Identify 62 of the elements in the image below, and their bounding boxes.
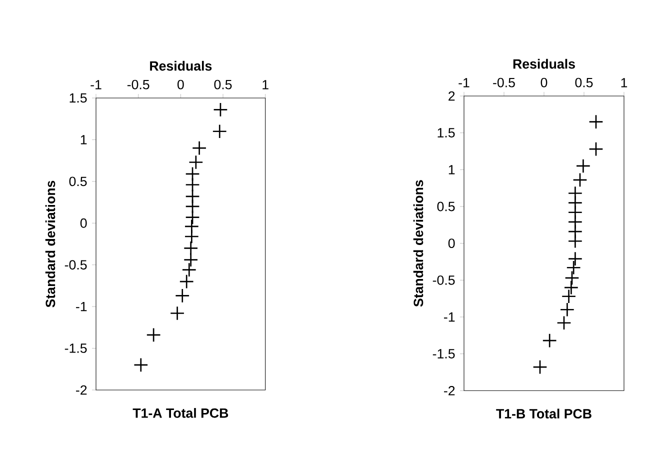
point	[542, 333, 557, 348]
point	[183, 252, 198, 268]
y-tick-label: 0.5	[69, 176, 87, 186]
y-tick-label: 2	[448, 91, 455, 101]
y-tick-label: 0	[448, 238, 455, 248]
x-tick-label: 0	[540, 78, 548, 88]
point	[556, 316, 572, 330]
point	[146, 328, 161, 342]
text: T1-A Total PCB	[132, 408, 228, 418]
x-tick-label: 1	[262, 80, 268, 90]
x-tick-label: -0.5	[127, 80, 150, 90]
y-tick-label: 0.5	[437, 202, 455, 212]
y-tick-label: -0.5	[64, 260, 87, 270]
point	[568, 251, 583, 266]
point	[188, 154, 204, 170]
point	[185, 177, 200, 192]
y-axis-title: Standard deviations	[413, 180, 424, 307]
point	[179, 274, 194, 289]
point	[568, 234, 583, 248]
y-tick-label: 1	[80, 135, 87, 144]
point	[175, 288, 190, 304]
text: T1-B Total PCB	[496, 408, 592, 418]
x-tick-label: -1	[458, 78, 470, 88]
point	[566, 260, 581, 275]
y-tick-label: -1	[444, 312, 455, 322]
point	[564, 280, 579, 295]
point	[212, 124, 227, 139]
x-tick-label: 1	[621, 78, 628, 88]
point	[560, 302, 575, 317]
y-tick-label: -2	[76, 385, 87, 395]
y-tick-label: -1	[76, 302, 87, 312]
point	[572, 172, 588, 188]
x-tick-label: -0.5	[493, 78, 515, 88]
y-tick-label: -1.5	[432, 349, 455, 358]
y-tick-label: 1	[448, 165, 455, 174]
point	[192, 140, 207, 156]
y-tick-label: 0	[80, 218, 87, 228]
point	[213, 102, 228, 118]
x-axis-title: Residuals	[513, 58, 575, 69]
y-axis-title: Standard deviations	[45, 180, 56, 308]
point	[134, 358, 148, 372]
x-axis-title: Residuals	[150, 60, 212, 71]
point	[182, 262, 196, 278]
point	[170, 306, 185, 321]
point	[185, 210, 200, 225]
point	[183, 240, 198, 256]
point	[532, 360, 548, 374]
x-tick-label: 0	[177, 80, 184, 90]
y-tick-label: -2	[444, 386, 455, 396]
x-tick-label: 0.5	[214, 80, 232, 90]
point	[588, 142, 604, 156]
point	[588, 114, 604, 130]
y-tick-label: 1.5	[70, 93, 87, 103]
y-tick-label: 1.5	[438, 128, 455, 138]
x-tick-label: 0.5	[575, 78, 593, 88]
point	[561, 289, 576, 304]
y-tick-label: -0.5	[432, 275, 455, 285]
point	[576, 158, 591, 174]
y-tick-label: -1.5	[64, 344, 87, 353]
point	[184, 229, 200, 244]
x-tick-label: -1	[90, 80, 102, 90]
point	[564, 270, 580, 286]
